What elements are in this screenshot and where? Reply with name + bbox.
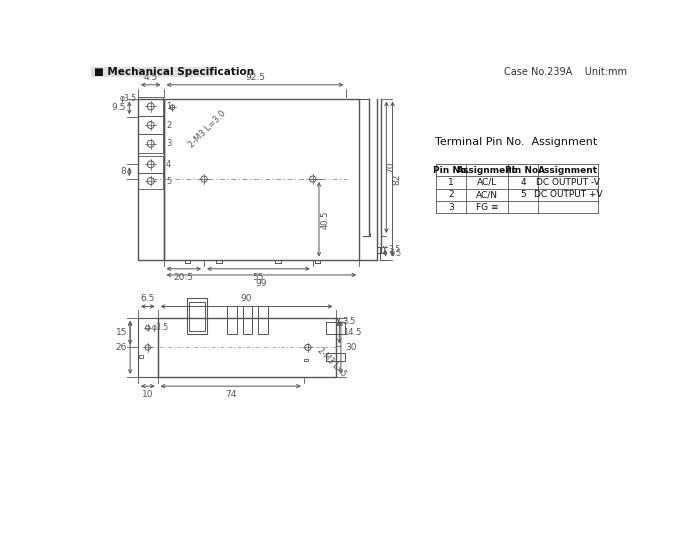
Text: ■ Mechanical Specification: ■ Mechanical Specification xyxy=(94,67,254,78)
Text: 70: 70 xyxy=(386,162,395,173)
Text: 2: 2 xyxy=(448,190,454,199)
Bar xyxy=(139,116,163,134)
Text: 40.5: 40.5 xyxy=(321,210,330,229)
Text: 99: 99 xyxy=(256,279,267,288)
Bar xyxy=(139,156,163,172)
Bar xyxy=(92,67,214,77)
Bar xyxy=(139,134,163,153)
Text: 1: 1 xyxy=(448,178,454,187)
Bar xyxy=(304,358,308,361)
Text: DC OUTPUT -V: DC OUTPUT -V xyxy=(536,178,600,187)
Bar xyxy=(139,355,144,358)
Text: 3: 3 xyxy=(166,139,172,148)
Bar xyxy=(138,99,164,260)
Text: φ3.5: φ3.5 xyxy=(120,94,137,103)
Text: 14.5: 14.5 xyxy=(343,328,362,337)
Text: 3.5: 3.5 xyxy=(389,245,401,254)
Text: Case No.239A    Unit:mm: Case No.239A Unit:mm xyxy=(505,67,627,78)
Text: 90: 90 xyxy=(241,294,252,303)
Text: FG ≡: FG ≡ xyxy=(476,203,498,212)
Text: 82: 82 xyxy=(393,174,402,185)
Text: 2: 2 xyxy=(166,121,171,129)
Bar xyxy=(188,299,207,334)
Text: 1: 1 xyxy=(166,102,171,111)
Text: 30: 30 xyxy=(345,343,356,352)
Text: 9.5: 9.5 xyxy=(112,103,126,113)
Text: φ3.5: φ3.5 xyxy=(152,323,169,332)
Text: 92.5: 92.5 xyxy=(245,73,265,82)
Bar xyxy=(227,306,237,334)
Text: Terminal Pin No.  Assignment: Terminal Pin No. Assignment xyxy=(435,137,597,147)
Text: 6.5: 6.5 xyxy=(389,248,402,258)
Text: 6.5: 6.5 xyxy=(141,294,155,303)
Text: 2-M3 L=3.0: 2-M3 L=3.0 xyxy=(187,109,228,150)
Text: 3: 3 xyxy=(448,203,454,212)
Text: 4.5: 4.5 xyxy=(144,73,158,82)
Text: 15: 15 xyxy=(116,328,127,337)
Bar xyxy=(326,354,345,361)
Text: 5: 5 xyxy=(520,190,526,199)
Text: 4: 4 xyxy=(166,160,171,169)
Text: AC/N: AC/N xyxy=(476,190,498,199)
Text: Assignment: Assignment xyxy=(457,165,517,175)
Text: AC/L: AC/L xyxy=(477,178,497,187)
Text: 5: 5 xyxy=(166,177,171,185)
Text: Pin No.: Pin No. xyxy=(433,165,469,175)
Text: 20.5: 20.5 xyxy=(174,273,194,282)
Text: 3.5: 3.5 xyxy=(342,317,356,326)
Bar xyxy=(326,322,345,334)
Text: DC OUTPUT +V: DC OUTPUT +V xyxy=(533,190,602,199)
Text: 26: 26 xyxy=(116,343,127,352)
Text: Assignment: Assignment xyxy=(538,165,598,175)
Text: 8: 8 xyxy=(120,167,126,176)
Text: 55: 55 xyxy=(253,273,264,282)
Bar xyxy=(138,318,158,377)
Bar xyxy=(243,306,253,334)
Bar xyxy=(139,172,163,189)
Text: 10: 10 xyxy=(142,390,153,399)
Bar xyxy=(164,99,359,260)
Bar xyxy=(158,318,335,377)
Text: 4: 4 xyxy=(520,178,526,187)
Text: Pin No.: Pin No. xyxy=(505,165,541,175)
Text: 74: 74 xyxy=(225,390,237,399)
Bar xyxy=(139,97,163,116)
Text: 2-M3 L=5: 2-M3 L=5 xyxy=(316,347,348,379)
Bar xyxy=(189,302,206,331)
Bar xyxy=(258,306,268,334)
